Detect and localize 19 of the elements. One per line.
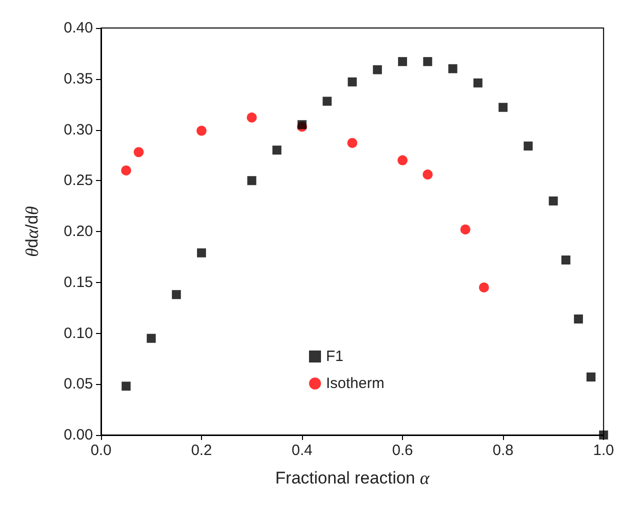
x-tick-label: 1.0 [593,442,614,459]
x-tick-label: 0.4 [292,442,312,459]
y-tick-label: 0.20 [64,223,93,240]
y-tick-label: 0.05 [64,376,93,393]
legend-label: F1 [326,348,344,365]
x-axis-title: Fractional reaction α [275,468,430,488]
legend-label: Isotherm [326,375,384,392]
y-tick-label: 0.10 [64,324,93,342]
y-tick-label: 0.35 [64,70,93,88]
x-tick-label: 0.8 [492,442,514,459]
x-tick-label: 0.0 [90,442,112,459]
y-tick-label: 0.15 [64,274,93,291]
y-axis-title: θdα/dθ [22,206,42,257]
y-tick-label: 0.00 [64,426,93,444]
y-tick-label: 0.25 [64,172,93,190]
y-tick-label: 0.30 [64,121,93,138]
y-tick-label: 0.40 [64,20,93,36]
x-tick-label: 0.2 [191,442,212,459]
x-tick-label: 0.6 [392,442,413,459]
